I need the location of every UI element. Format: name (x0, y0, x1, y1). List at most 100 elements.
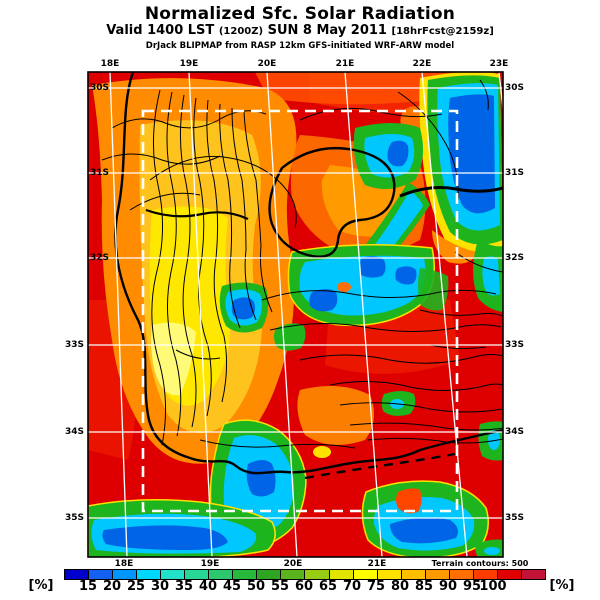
coastline-and-bold-contours-shape (304, 452, 456, 480)
map-field-shape (395, 266, 417, 285)
lon-label-top-18e: 18E (100, 59, 120, 69)
map-field-shape (396, 488, 422, 514)
lon-label-bottom-19e: 19E (200, 559, 220, 569)
lat-label-left-35s: 35S (64, 513, 84, 523)
map-field-shape (274, 323, 306, 351)
colorbar-segment (425, 570, 450, 579)
terrain-contours-shape (243, 111, 273, 313)
latlon-grid-shape (266, 72, 298, 557)
map-field-shape (482, 256, 500, 296)
colorbar-segment (137, 570, 162, 579)
map-border (87, 71, 504, 558)
colorbar-tick: 70 (342, 579, 362, 594)
valid-zulu: (1200Z) (218, 26, 264, 37)
terrain-contours-shape (269, 322, 502, 333)
colorbar-segment (497, 570, 522, 579)
map-field-shape (432, 230, 478, 264)
lon-label-top-22e: 22E (412, 59, 432, 69)
lat-label-left-34s: 34S (64, 427, 84, 437)
map-field-shape (297, 386, 374, 445)
map-field-shape (390, 517, 458, 544)
terrain-contours-shape (429, 344, 487, 350)
colorbar-segment (305, 570, 330, 579)
colorbar-tick: 25 (126, 579, 146, 594)
colorbar-segment (89, 570, 114, 579)
coastline-and-bold-contours-shape (268, 146, 396, 258)
lat-label-right-31s: 31S (505, 168, 525, 178)
colorbar-segment (185, 570, 210, 579)
terrain-contours-shape (419, 309, 503, 317)
colorbar-tick: 90 (438, 579, 458, 594)
lat-label-left-32s: 32S (90, 253, 110, 263)
latlon-grid-shape (498, 72, 503, 115)
map-field-shape (246, 460, 276, 497)
terrain-contours-shape (149, 155, 297, 229)
lon-label-top-21e: 21E (335, 59, 355, 69)
lat-label-right-34s: 34S (505, 427, 525, 437)
terrain-contours-shape (166, 91, 182, 437)
lon-label-top-19e: 19E (179, 59, 199, 69)
map-field-shape (313, 446, 331, 458)
lat-label-left-33s: 33S (64, 340, 84, 350)
terrain-contours-shape (329, 380, 503, 392)
colorbar-tick: 65 (318, 579, 338, 594)
terrain-contours-shape (129, 192, 201, 211)
coastline-and-bold-contours-shape (399, 186, 503, 198)
colorbar-segment (377, 570, 402, 579)
lat-label-right-30s: 30S (505, 83, 525, 93)
terrain-contours-shape (479, 79, 489, 111)
colorbar-segment (473, 570, 498, 579)
colorbar-segment (353, 570, 378, 579)
colorbar-segment (401, 570, 426, 579)
colorbar-tick: 100 (479, 579, 507, 594)
colorbar-tick: 20 (102, 579, 122, 594)
lon-label-bottom-18e: 18E (114, 559, 134, 569)
lon-label-top-20e: 20E (257, 59, 277, 69)
colorbar-tick: 15 (78, 579, 98, 594)
percent-unit-right: [%] (549, 578, 575, 593)
terrain-contours-shape (349, 422, 503, 431)
latlon-grid-shape (421, 72, 468, 557)
terrain-contours-shape (179, 94, 197, 428)
map-field-shape (359, 256, 386, 278)
model-attribution: DrJack BLIPMAP from RASP 12km GFS-initia… (145, 41, 455, 51)
percent-unit-left: [%] (28, 578, 54, 593)
lon-label-bottom-21e: 21E (367, 559, 387, 569)
map-field-shape (337, 282, 351, 292)
terrain-contours-shape (231, 107, 257, 321)
map-field-shape (102, 525, 228, 550)
map-field-shape (488, 430, 500, 450)
colorbar-tick: 60 (294, 579, 314, 594)
map-field-shape (231, 297, 255, 320)
lat-label-right-35s: 35S (505, 513, 525, 523)
terrain-contours-shape (299, 354, 503, 364)
lat-label-left-30s: 30S (90, 83, 110, 93)
colorbar (64, 569, 546, 580)
colorbar-segment (521, 570, 545, 579)
terrain-contours-shape (261, 289, 497, 301)
model-domain-box (141, 109, 459, 513)
lat-label-left-31s: 31S (90, 168, 110, 178)
terrain-contours-shape (193, 97, 212, 417)
colorbar-tick: 55 (270, 579, 290, 594)
terrain-contours-shape (454, 251, 503, 273)
plot-title: Normalized Sfc. Solar Radiation (144, 4, 456, 24)
colorbar-segment (65, 570, 90, 579)
colorbar-segment (233, 570, 258, 579)
colorbar-tick: 50 (246, 579, 266, 594)
lon-label-top-23e: 23E (489, 59, 509, 69)
colorbar-segment (329, 570, 354, 579)
latlon-grid-shape (344, 72, 383, 557)
lon-label-bottom-20e: 20E (283, 559, 303, 569)
plot-subtitle: Valid 1400 LST (1200Z) SUN 8 May 2011 [1… (0, 23, 600, 38)
colorbar-segment (449, 570, 474, 579)
valid-date: SUN 8 May 2011 (267, 23, 387, 38)
colorbar-segment (161, 570, 186, 579)
colorbar-tick: 75 (366, 579, 386, 594)
colorbar-tick: 85 (414, 579, 434, 594)
colorbar-tick: 80 (390, 579, 410, 594)
colorbar-segment (281, 570, 306, 579)
terrain-contours-shape (339, 402, 503, 413)
